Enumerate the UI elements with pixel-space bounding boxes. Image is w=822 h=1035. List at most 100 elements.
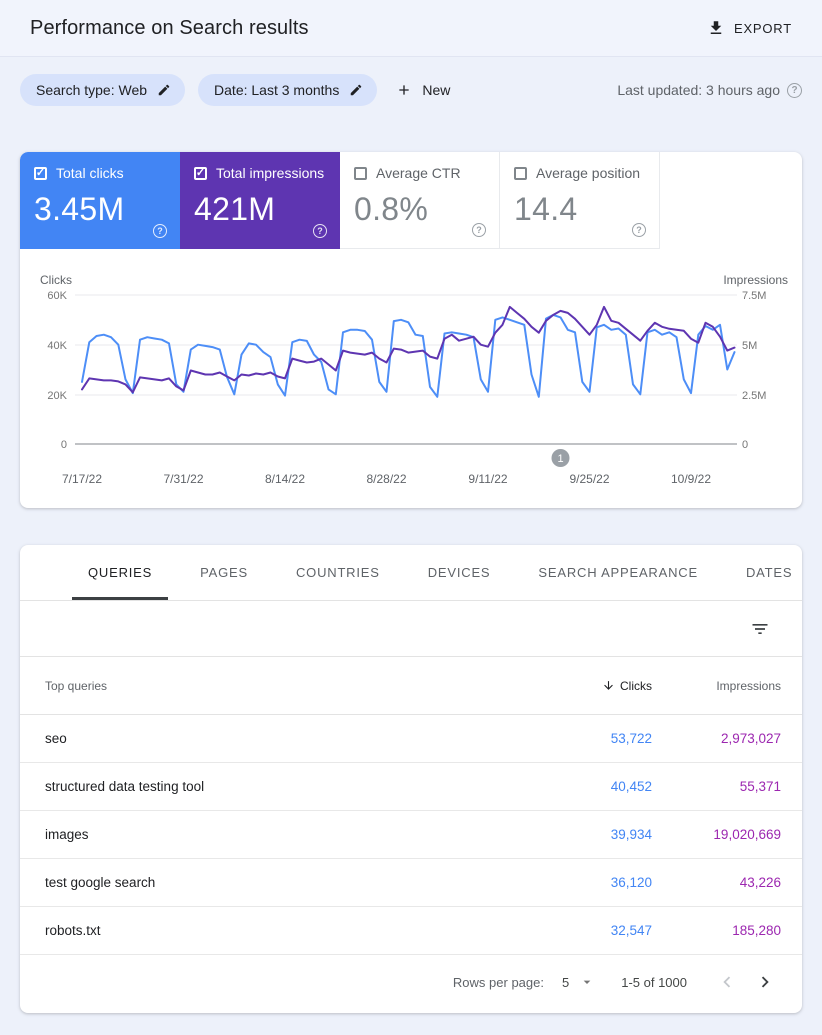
left-axis-title: Clicks xyxy=(40,273,72,287)
pencil-icon xyxy=(158,84,170,96)
tab-search-appearance[interactable]: SEARCH APPEARANCE xyxy=(538,565,698,580)
right-tick: 7.5M xyxy=(742,290,766,302)
chevron-right-icon xyxy=(761,976,769,988)
total-clicks-value: 3.45M xyxy=(34,191,125,227)
impressions-cell: 2,973,027 xyxy=(720,731,781,746)
next-page-button[interactable] xyxy=(753,970,777,994)
x-tick: 8/28/22 xyxy=(366,472,406,486)
average-position-checkbox[interactable] xyxy=(514,166,527,180)
table-row[interactable]: seo 53,722 2,973,027 xyxy=(20,715,802,763)
query-cell[interactable]: images xyxy=(45,827,89,842)
column-header-impressions[interactable]: Impressions xyxy=(716,678,781,693)
total-impressions-label: Total impressions xyxy=(216,165,325,181)
last-updated: Last updated: 3 hours ago ? xyxy=(617,82,802,98)
table-row[interactable]: images 39,934 19,020,669 xyxy=(20,811,802,859)
total-clicks-checkbox[interactable] xyxy=(34,166,47,180)
x-tick: 9/11/22 xyxy=(468,472,507,486)
caret-down-icon xyxy=(583,980,591,984)
query-cell[interactable]: robots.txt xyxy=(45,923,101,938)
timeseries-chart: Clicks Impressions 60K 40K 20K 0 7.5M 5M… xyxy=(20,270,802,508)
x-tick: 7/17/22 xyxy=(62,472,102,486)
help-icon[interactable]: ? xyxy=(472,223,486,237)
table-row[interactable]: robots.txt 32,547 185,280 xyxy=(20,907,802,955)
x-tick: 9/25/22 xyxy=(569,472,609,486)
chevron-left-icon xyxy=(723,976,731,988)
new-filter-label: New xyxy=(422,82,451,98)
search-type-chip[interactable]: Search type: Web xyxy=(20,74,186,106)
help-icon[interactable]: ? xyxy=(153,224,167,238)
tab-pages[interactable]: PAGES xyxy=(200,565,248,580)
impressions-cell: 55,371 xyxy=(739,779,781,794)
page-title: Performance on Search results xyxy=(30,16,309,39)
rows-per-page-select[interactable]: 5 xyxy=(562,974,595,990)
impressions-cell: 19,020,669 xyxy=(713,827,781,842)
chart-svg: Clicks Impressions 60K 40K 20K 0 7.5M 5M… xyxy=(40,273,788,486)
right-axis-title: Impressions xyxy=(723,273,788,287)
table-toolbar xyxy=(20,601,802,657)
total-clicks-card[interactable]: Total clicks 3.45M ? xyxy=(20,152,180,249)
total-impressions-value: 421M xyxy=(194,191,276,227)
clicks-cell: 39,934 xyxy=(610,827,652,842)
impressions-line xyxy=(81,305,736,394)
table-row[interactable]: structured data testing tool 40,452 55,3… xyxy=(20,763,802,811)
previous-page-button[interactable] xyxy=(715,970,739,994)
last-updated-text: Last updated: 3 hours ago xyxy=(617,82,780,98)
average-position-label: Average position xyxy=(536,165,641,181)
total-clicks-label: Total clicks xyxy=(56,165,124,181)
query-cell[interactable]: structured data testing tool xyxy=(45,779,205,794)
average-ctr-label: Average CTR xyxy=(376,165,461,181)
right-tick: 0 xyxy=(742,439,748,451)
column-header-top-queries[interactable]: Top queries xyxy=(45,678,108,693)
left-tick: 20K xyxy=(47,390,67,402)
tab-countries[interactable]: COUNTRIES xyxy=(295,565,380,580)
left-tick: 40K xyxy=(47,340,67,352)
annotation-marker[interactable] xyxy=(551,449,570,467)
query-cell[interactable]: test google search xyxy=(45,875,156,890)
x-tick: 10/9/22 xyxy=(671,472,711,486)
new-filter-button[interactable]: New xyxy=(396,82,450,98)
export-button[interactable]: EXPORT xyxy=(707,19,792,37)
pagination-range: 1-5 of 1000 xyxy=(621,974,687,990)
question-circle-icon[interactable]: ? xyxy=(787,82,802,98)
left-tick: 60K xyxy=(47,290,67,302)
tab-devices[interactable]: DEVICES xyxy=(427,565,491,580)
filter-list-icon[interactable] xyxy=(750,619,770,639)
top-header: Performance on Search results EXPORT xyxy=(0,0,822,57)
average-ctr-checkbox[interactable] xyxy=(354,166,367,180)
total-impressions-checkbox[interactable] xyxy=(194,166,207,180)
clicks-cell: 53,722 xyxy=(610,731,652,746)
clicks-cell: 32,547 xyxy=(610,923,652,938)
x-tick: 7/31/22 xyxy=(163,472,203,486)
pagination-bar: Rows per page: 5 1-5 of 1000 xyxy=(20,955,802,1009)
date-range-chip[interactable]: Date: Last 3 months xyxy=(198,74,378,106)
impressions-cell: 185,280 xyxy=(732,923,781,938)
total-impressions-card[interactable]: Total impressions 421M ? xyxy=(180,152,340,249)
average-position-card[interactable]: Average position 14.4 ? xyxy=(500,152,660,249)
tab-queries[interactable]: QUERIES xyxy=(72,545,169,600)
pencil-icon xyxy=(351,84,362,96)
download-icon xyxy=(710,21,722,34)
left-tick: 0 xyxy=(61,439,67,451)
help-icon[interactable]: ? xyxy=(313,224,327,238)
column-header-clicks[interactable]: Clicks xyxy=(502,679,652,693)
impressions-cell: 43,226 xyxy=(739,875,781,890)
chart-panel: Total clicks 3.45M ? Total impressions 4… xyxy=(20,152,802,508)
queries-table-panel: QUERIES PAGES COUNTRIES DEVICES SEARCH A… xyxy=(20,545,802,1013)
right-tick: 5M xyxy=(742,340,757,352)
average-ctr-value: 0.8% xyxy=(354,191,429,227)
right-tick: 2.5M xyxy=(742,390,766,402)
table-row[interactable]: test google search 36,120 43,226 xyxy=(20,859,802,907)
rows-per-page-value: 5 xyxy=(561,974,570,990)
arrow-down-icon xyxy=(604,681,613,690)
tab-dates[interactable]: DATES xyxy=(745,565,793,580)
table-header-row: Top queries Clicks Impressions xyxy=(20,657,802,715)
plus-icon xyxy=(399,85,409,95)
help-icon[interactable]: ? xyxy=(632,223,646,237)
clicks-cell: 40,452 xyxy=(610,779,652,794)
average-ctr-card[interactable]: Average CTR 0.8% ? xyxy=(340,152,500,249)
query-cell[interactable]: seo xyxy=(45,731,67,746)
search-type-chip-label: Search type: Web xyxy=(36,82,148,98)
clicks-cell: 36,120 xyxy=(610,875,652,890)
rows-per-page-label: Rows per page: xyxy=(452,974,544,990)
